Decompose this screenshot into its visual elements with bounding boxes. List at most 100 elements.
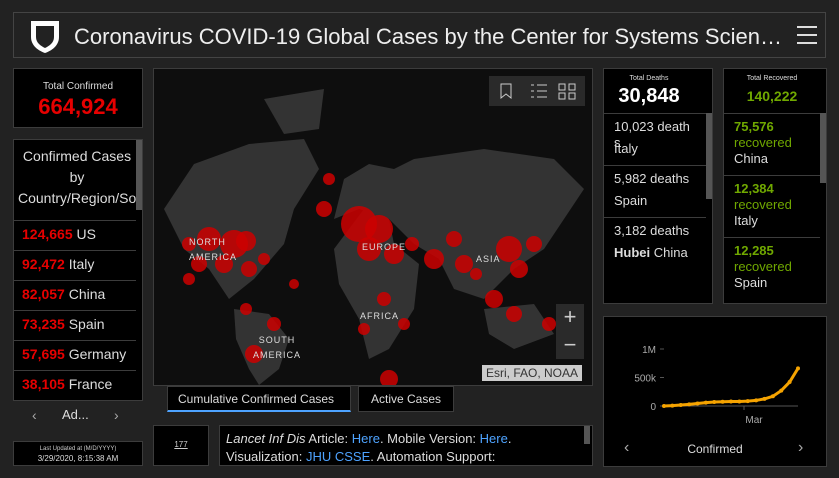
link[interactable]: Here <box>479 431 508 446</box>
deaths: Total Deaths 30,848 10,023 deaths Italy 5,… <box>603 68 713 304</box>
place: China <box>68 286 106 302</box>
count: 124,665 <box>22 226 73 242</box>
map[interactable]: NORTH AMERICA EUROPE ASIA AFRICA SOUTH A… <box>153 68 593 386</box>
row: 12,384 recovered Italy <box>724 175 820 237</box>
tab-label[interactable]: Active Cases <box>371 392 442 406</box>
unit: recovered <box>734 259 792 274</box>
nav-label[interactable]: Ad... <box>62 407 89 422</box>
scrollbar[interactable] <box>584 426 590 444</box>
value: 140,222 <box>746 88 798 104</box>
rows: 124,665 US 92,472 Italy 82,057 China 73,235… <box>14 220 136 400</box>
unit: recovered <box>734 197 792 212</box>
count: 12,384 <box>734 181 774 196</box>
place: Hubei China <box>614 245 688 261</box>
count: 5,982 deaths <box>614 171 690 186</box>
scrollbar[interactable] <box>820 113 826 183</box>
next[interactable]: › <box>798 439 804 456</box>
count: 92,472 <box>22 256 65 272</box>
zoom-in[interactable]: + <box>563 304 577 329</box>
y-tick-label: 0 <box>650 402 656 413</box>
tab[interactable]: Active Cases <box>358 386 454 412</box>
recovered: Total Recovered 140,222 75,576 recovered C… <box>723 68 827 304</box>
header: Coronavirus COVID-19 Global Cases by the… <box>13 12 826 58</box>
point <box>787 380 792 385</box>
point <box>712 399 717 404</box>
count: 3,182 deaths <box>614 223 690 238</box>
point <box>754 398 759 403</box>
counter: 177 <box>153 425 209 466</box>
toolbar-icons[interactable] <box>489 76 585 106</box>
place: Italy <box>614 141 638 157</box>
tab-label[interactable]: Cumulative Confirmed Cases <box>178 392 335 406</box>
row: 82,057 China <box>14 280 136 310</box>
place: Germany <box>68 346 127 362</box>
zoom: + − <box>556 304 584 359</box>
region-label: AFRICA <box>360 311 400 321</box>
last-updated: Last Updated at (M/D/YYYY) 3/29/2020, 8:… <box>13 441 143 466</box>
row: 12,285 recovered Spain <box>724 237 820 299</box>
point <box>720 399 725 404</box>
nav: ‹ Ad... › <box>24 401 132 429</box>
point <box>695 401 700 406</box>
region-label: EUROPE <box>362 242 407 252</box>
label: Total Recovered <box>746 75 798 82</box>
place: Italy <box>68 256 95 272</box>
count: 10,023 deaths <box>614 119 690 150</box>
label: Total Confirmed <box>42 81 114 92</box>
value: 3/29/2020, 8:15:38 AM <box>37 454 119 463</box>
point <box>796 366 800 371</box>
title: Coronavirus COVID-19 Global Cases by the… <box>74 24 782 49</box>
place: Spain <box>614 193 647 209</box>
toolbar <box>489 76 585 106</box>
chart: 0 500k 1M Mar <box>634 345 800 426</box>
row: 5,982 deaths Spain <box>604 165 706 217</box>
rows: 75,576 recovered China 12,384 recovered Italy… <box>724 113 820 299</box>
list-title: Confirmed Cases by Country/Region/Sovere… <box>18 148 136 206</box>
info: Lancet Inf Dis Article: Here. Mobile Ver… <box>219 425 593 466</box>
next[interactable]: › <box>114 407 119 423</box>
rows: 10,023 deaths Italy 5,982 deaths Spain 3,182… <box>604 113 706 269</box>
tab[interactable]: Cumulative Confirmed Cases <box>167 386 351 412</box>
point <box>662 403 666 408</box>
row: 10,023 deaths Italy <box>604 113 706 165</box>
text: . <box>507 431 512 446</box>
point <box>762 396 767 401</box>
y-tick-label: 500k <box>634 374 657 385</box>
point <box>678 403 683 408</box>
menu[interactable] <box>796 25 818 45</box>
unit: recovered <box>734 135 792 150</box>
point <box>770 394 775 399</box>
row: 75,576 recovered China <box>724 113 820 175</box>
total-confirmed: Total Confirmed 664,924 <box>13 68 143 128</box>
link[interactable]: Here <box>351 431 380 446</box>
value: 664,924 <box>38 94 118 119</box>
zoom-out[interactable]: − <box>563 332 577 357</box>
count: 73,235 <box>22 316 65 332</box>
point <box>745 399 750 404</box>
row: 124,665 US <box>14 220 136 250</box>
map-canvas <box>164 89 584 385</box>
count: 38,105 <box>22 376 65 392</box>
y-tick-label: 1M <box>642 345 656 356</box>
scrollbar[interactable] <box>706 113 712 199</box>
chart-panel: 0 500k 1M Mar Confirmed ‹ › <box>603 316 827 467</box>
scrollbar[interactable] <box>136 140 142 210</box>
row: 92,472 Italy <box>14 250 136 280</box>
link[interactable]: JHU CSSE <box>305 449 371 464</box>
attribution: Esri, FAO, NOAA <box>481 365 582 381</box>
point <box>737 399 742 404</box>
prev[interactable]: ‹ <box>32 407 37 423</box>
prev[interactable]: ‹ <box>624 439 630 456</box>
x-tick-label: Mar <box>745 415 763 426</box>
region-label: NORTH AMERICA <box>189 237 238 262</box>
point <box>687 402 692 407</box>
text: . Mobile Version: <box>379 431 480 446</box>
region-label: SOUTH AMERICA <box>252 335 301 360</box>
count: 75,576 <box>734 119 774 134</box>
info-line: Lancet Inf Dis Article: Here. Mobile Ver… <box>226 431 511 446</box>
count: 57,695 <box>22 346 65 362</box>
text: Lancet Inf Dis <box>226 431 306 446</box>
logo <box>31 21 59 53</box>
row: 73,235 Spain <box>14 310 136 340</box>
